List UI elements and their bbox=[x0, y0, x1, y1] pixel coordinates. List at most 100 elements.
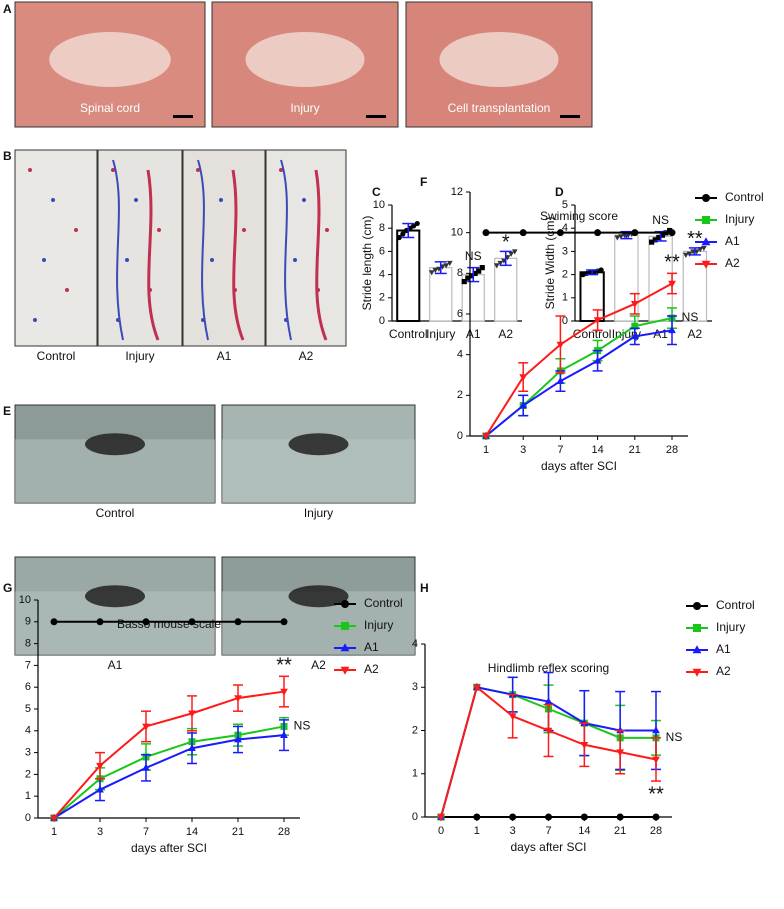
x-tick-label: 21 bbox=[614, 825, 626, 837]
marker bbox=[482, 229, 490, 237]
footprint bbox=[33, 318, 37, 322]
annotation: NS bbox=[682, 310, 699, 324]
scale-bar bbox=[173, 115, 193, 118]
y-tick-label: 0 bbox=[379, 315, 385, 327]
series-line bbox=[53, 725, 285, 819]
marker bbox=[446, 260, 453, 267]
marker bbox=[96, 762, 104, 770]
marker bbox=[234, 618, 242, 626]
photo-detail bbox=[245, 32, 365, 87]
marker bbox=[618, 234, 624, 240]
photo-caption: Control bbox=[37, 349, 76, 363]
annotation: * bbox=[502, 232, 510, 254]
y-tick-label: 4 bbox=[379, 269, 385, 281]
x-tick-label: 28 bbox=[666, 444, 678, 456]
x-tick-label: A1 bbox=[653, 327, 668, 341]
marker bbox=[280, 618, 288, 626]
marker bbox=[544, 697, 553, 705]
x-tick-label: 14 bbox=[186, 826, 198, 838]
x-tick-label: 7 bbox=[557, 444, 563, 456]
marker bbox=[545, 813, 552, 821]
footprint bbox=[196, 168, 200, 172]
legend-label: A2 bbox=[725, 256, 740, 270]
marker bbox=[188, 618, 196, 626]
marker bbox=[340, 666, 350, 675]
x-tick-label: Injury bbox=[426, 327, 455, 341]
marker bbox=[340, 643, 350, 652]
x-axis-label: days after SCI bbox=[541, 459, 617, 473]
footprint-trace bbox=[280, 159, 292, 341]
marker bbox=[668, 326, 676, 334]
legend-label: Injury bbox=[716, 620, 745, 634]
footprint bbox=[28, 168, 32, 172]
legend-label: A1 bbox=[716, 642, 731, 656]
marker bbox=[479, 265, 485, 271]
series-line bbox=[53, 734, 285, 819]
legend-label: Injury bbox=[725, 212, 754, 226]
marker bbox=[511, 249, 518, 255]
footprint-trace bbox=[146, 169, 160, 341]
y-tick-label: 8 bbox=[379, 222, 385, 234]
y-tick-label: 0 bbox=[412, 811, 418, 823]
annotation: ** bbox=[664, 252, 680, 274]
legend-label: A1 bbox=[364, 640, 379, 654]
panel-letter: B bbox=[3, 149, 12, 163]
legend-label: Control bbox=[716, 598, 755, 612]
marker bbox=[652, 726, 660, 734]
x-tick-label: 14 bbox=[578, 825, 590, 837]
marker bbox=[142, 618, 150, 626]
x-tick-label: Control bbox=[573, 327, 612, 341]
marker bbox=[508, 251, 515, 257]
chart-title: Basso mouse scale bbox=[117, 617, 221, 631]
marker bbox=[701, 260, 711, 269]
marker bbox=[509, 813, 517, 821]
bar bbox=[579, 271, 605, 322]
y-tick-label: 12 bbox=[451, 186, 463, 198]
annotation: ** bbox=[276, 655, 292, 677]
footprint bbox=[125, 258, 129, 262]
x-tick-label: A1 bbox=[466, 327, 481, 341]
marker bbox=[497, 260, 504, 267]
photo bbox=[14, 149, 98, 347]
marker bbox=[594, 229, 602, 237]
marker bbox=[683, 252, 689, 258]
x-tick-label: 7 bbox=[545, 825, 551, 837]
marker bbox=[593, 356, 602, 364]
x-axis-label: days after SCI bbox=[131, 841, 207, 855]
photo-caption: Injury bbox=[125, 349, 154, 363]
legend-label: Control bbox=[725, 190, 764, 204]
y-tick-label: 3 bbox=[412, 681, 418, 693]
legend-label: Control bbox=[364, 596, 403, 610]
y-tick-label: 7 bbox=[25, 659, 31, 671]
marker bbox=[519, 229, 527, 237]
marker bbox=[630, 332, 639, 340]
y-tick-label: 0 bbox=[457, 430, 463, 442]
marker bbox=[341, 600, 349, 608]
y-tick-label: 9 bbox=[25, 616, 31, 628]
marker bbox=[593, 317, 602, 325]
photo-caption: Cell transplantation bbox=[448, 101, 551, 115]
y-axis-label: Stride Width (cm) bbox=[543, 217, 557, 310]
panel-letter: G bbox=[3, 581, 12, 595]
footprint-trace bbox=[197, 159, 209, 341]
y-tick-label: 3 bbox=[562, 245, 568, 257]
mouse bbox=[85, 585, 145, 608]
x-tick-label: 3 bbox=[520, 444, 526, 456]
bar bbox=[429, 267, 453, 322]
chart-title: Swiming score bbox=[540, 209, 618, 223]
marker bbox=[630, 301, 639, 309]
panel-letter: E bbox=[3, 404, 11, 418]
y-tick-label: 1 bbox=[412, 768, 418, 780]
series-line bbox=[53, 690, 285, 819]
marker bbox=[692, 645, 702, 654]
footprint bbox=[210, 258, 214, 262]
footprint bbox=[51, 198, 55, 202]
mouse bbox=[288, 585, 349, 608]
panel-letter: A bbox=[3, 2, 12, 16]
panel-letter: D bbox=[555, 185, 564, 199]
marker bbox=[437, 814, 445, 822]
panel-letter: F bbox=[420, 175, 427, 189]
marker bbox=[580, 741, 589, 749]
chart-title: Hindlimb reflex scoring bbox=[488, 661, 609, 675]
